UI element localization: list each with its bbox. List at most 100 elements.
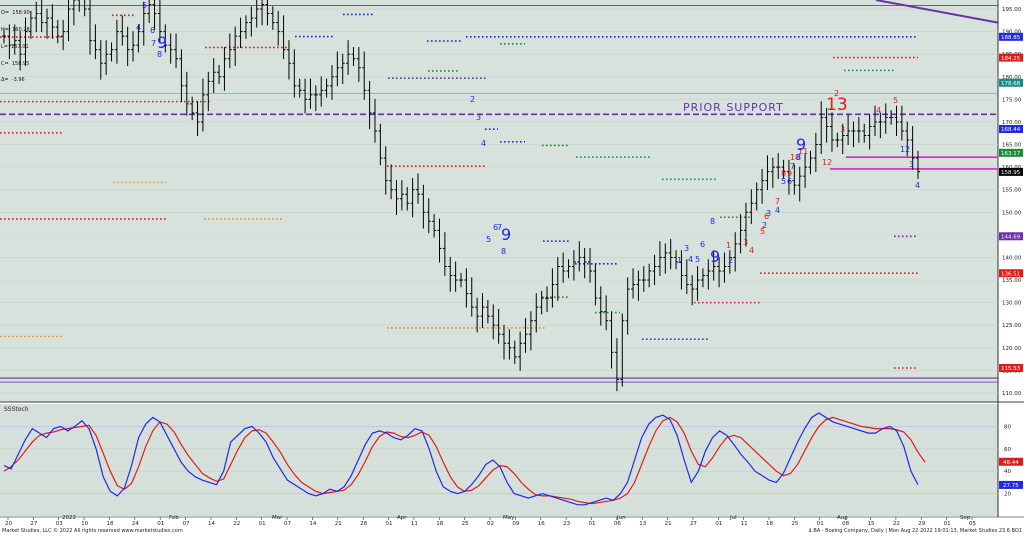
ohlc-box: O= 158.90 H= 160.28 L= 157.01 C= 158.95 … — [1, 0, 30, 95]
x-tick-label: 01 — [588, 521, 595, 527]
price-tag-bg — [999, 269, 1023, 278]
x-month-label: Apr — [397, 515, 407, 521]
count-number: 7 — [497, 223, 502, 232]
x-tick-label: 01 — [386, 521, 393, 527]
osc-tag-bg — [999, 480, 1023, 489]
stoch-k-line — [3, 412, 919, 506]
price-tag-label: 178.68 — [1001, 81, 1021, 87]
x-month-label: May — [503, 515, 515, 521]
count-9-aug: 9 — [796, 135, 806, 154]
x-tick-label: 25 — [462, 521, 469, 527]
x-tick-label: 01 — [817, 521, 824, 527]
x-tick-label: 01 — [715, 521, 722, 527]
count-number: 2 — [905, 145, 910, 154]
x-tick-label: 03 — [56, 521, 63, 527]
count-number: 7 — [775, 197, 780, 206]
footer: Market Studies, LLC © 2022 All rights re… — [0, 527, 1024, 535]
x-tick-label: 01 — [944, 521, 951, 527]
x-tick-label: 02 — [487, 521, 494, 527]
x-tick-label: 09 — [512, 521, 519, 527]
x-tick-label: 22 — [893, 521, 900, 527]
price-tick-label: 170.00 — [1002, 120, 1022, 126]
count-number: 3 — [476, 113, 481, 122]
x-tick-label: 18 — [766, 521, 773, 527]
price-tick-label: 135.00 — [1002, 278, 1022, 284]
count-number: 4 — [481, 139, 486, 148]
count-number: 6 — [764, 212, 769, 221]
price-tag-label: 188.85 — [1001, 35, 1021, 41]
osc-tick-label: 40 — [1004, 469, 1011, 475]
x-tick-label: 24 — [132, 521, 139, 527]
count-number: 2 — [728, 256, 733, 265]
osc-tag-label: 27.75 — [1003, 483, 1019, 489]
price-tick-label: 180.00 — [1002, 75, 1022, 81]
count-number: 5 — [781, 177, 786, 186]
price-tag-label: 158.95 — [1001, 170, 1021, 176]
count-number: 5 — [893, 96, 898, 105]
count-number: 5 — [760, 227, 765, 236]
x-tick-label: 23 — [563, 521, 570, 527]
count-number: 7 — [151, 39, 156, 48]
count-number: 8 — [157, 50, 162, 59]
count-number: 4 — [136, 23, 141, 32]
count-number: 6 — [150, 26, 155, 35]
price-tick-label: 150.00 — [1002, 210, 1022, 216]
osc-tick-label: 60 — [1004, 447, 1011, 453]
count-number: 12 — [822, 158, 832, 167]
x-tick-label: 22 — [233, 521, 240, 527]
price-tick-label: 120.00 — [1002, 346, 1022, 352]
x-tick-label: 18 — [106, 521, 113, 527]
price-tag-label: 184.25 — [1001, 56, 1021, 62]
price-tag-bg — [999, 78, 1023, 87]
price-tag-bg — [999, 125, 1023, 134]
oscillator-title: SSStoch — [4, 406, 29, 413]
x-month-label: 2022 — [62, 515, 76, 521]
count-number: 10 — [790, 153, 800, 162]
x-tick-label: 18 — [436, 521, 443, 527]
x-tick-label: 11 — [411, 521, 418, 527]
x-tick-label: 07 — [284, 521, 291, 527]
price-tick-label: 195.00 — [1002, 7, 1022, 13]
count-number: 6 — [493, 223, 498, 232]
x-tick-label: 16 — [538, 521, 545, 527]
osc-tick-label: 80 — [1004, 424, 1011, 430]
x-tick-label: 08 — [842, 521, 849, 527]
x-month-label: Mar — [272, 515, 283, 521]
count-number: 8 — [710, 217, 715, 226]
count-number: 5 — [486, 235, 491, 244]
x-tick-label: 27 — [30, 521, 37, 527]
price-tick-label: 165.00 — [1002, 143, 1022, 149]
ohlc-close: C= 158.95 — [1, 60, 30, 67]
count-number: 2 — [762, 221, 767, 230]
price-tag-label: 136.51 — [1001, 271, 1020, 277]
ohlc-open: O= 158.90 — [1, 10, 30, 17]
footer-symbol-info: $.BA - Boeing Company, Daily | Mon Aug 2… — [808, 528, 1022, 534]
x-month-label: Jul — [729, 515, 737, 521]
price-tag-label: 163.17 — [1001, 151, 1021, 157]
x-tick-label: 21 — [335, 521, 342, 527]
count-9-jan: 9 — [157, 33, 167, 52]
count-number: 9 — [787, 169, 792, 178]
count-number: 7 — [790, 162, 795, 171]
x-tick-label: 10 — [81, 521, 88, 527]
x-tick-label: 29 — [918, 521, 925, 527]
count-number: 6 — [787, 177, 792, 186]
ohlc-change: Δ= -3.96 — [1, 77, 25, 84]
footer-copyright: Market Studies, LLC © 2022 All rights re… — [2, 528, 183, 534]
grid — [0, 5, 998, 494]
ohlc-low: L= 157.01 — [1, 43, 29, 50]
x-tick-label: 20 — [5, 521, 12, 527]
price-tag-bg — [999, 53, 1023, 62]
count-number: 5 — [695, 255, 700, 264]
count-number: 1 — [677, 256, 682, 265]
x-tick-label: 06 — [614, 521, 621, 527]
count-number: 3 — [684, 244, 689, 253]
count-number: 3 — [909, 160, 914, 169]
x-month-label: Sep — [960, 515, 971, 521]
count-number: 3 — [743, 238, 748, 247]
count-number: 5 — [142, 1, 147, 10]
x-tick-label: 14 — [309, 521, 316, 527]
price-tick-label: 175.00 — [1002, 97, 1022, 103]
count-number: 4 — [688, 255, 693, 264]
